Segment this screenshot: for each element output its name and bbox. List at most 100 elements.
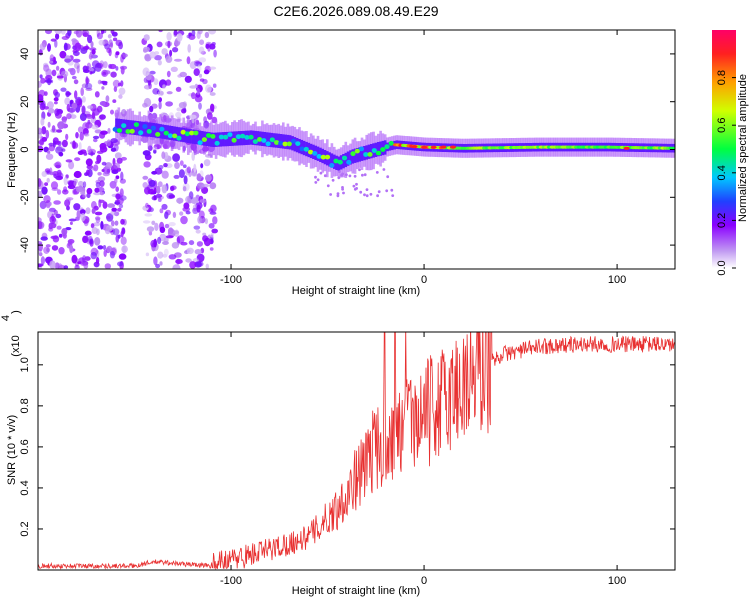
noise-speck (71, 102, 78, 109)
noise-speck (111, 169, 119, 174)
noise-speck (57, 263, 63, 269)
noise-speck (47, 121, 51, 128)
noise-speck (115, 234, 120, 243)
noise-speck (110, 71, 117, 78)
noise-speck (106, 215, 111, 220)
noise-speck (170, 66, 178, 73)
snr-scale-factor: (x10 4 ) (0, 310, 22, 357)
noise-speck (50, 181, 59, 190)
noise-speck (345, 173, 348, 177)
noise-speck (118, 87, 126, 95)
noise-speck (41, 100, 46, 109)
noise-speck (172, 153, 181, 162)
noise-speck (166, 91, 173, 95)
noise-speck (336, 192, 340, 196)
snr-y-ticks: 0.2 0.4 0.6 0.8 1.0 (19, 357, 675, 537)
signal-band (143, 121, 146, 137)
noise-speck (58, 247, 65, 255)
noise-speck (61, 148, 66, 152)
noise-speck (110, 147, 117, 152)
noise-speck (185, 258, 192, 263)
noise-speck (56, 169, 62, 178)
noise-speck (173, 30, 178, 36)
noise-speck (39, 43, 46, 51)
noise-speck (391, 194, 395, 198)
noise-speck (80, 190, 86, 196)
noise-speck (54, 39, 58, 48)
noise-speck (183, 202, 190, 210)
noise-speck (94, 129, 102, 134)
noise-speck (39, 200, 47, 210)
noise-speck (151, 220, 156, 225)
noise-speck (65, 227, 72, 231)
noise-speck (54, 108, 60, 116)
noise-speck (40, 77, 46, 84)
noise-speck (196, 182, 205, 190)
noise-speck (71, 38, 77, 43)
noise-speck (93, 138, 98, 143)
noise-speck (107, 127, 111, 134)
noise-speck (161, 48, 168, 55)
noise-speck (173, 174, 180, 179)
noise-speck (55, 175, 63, 181)
signal-band (161, 124, 165, 139)
noise-speck (91, 49, 96, 55)
noise-speck (160, 91, 164, 96)
snr-scale-exponent: 4 (0, 315, 12, 321)
noise-speck (120, 236, 127, 245)
noise-speck (101, 86, 105, 90)
noise-speck (110, 138, 118, 144)
colorbar-tick-label: 0.8 (716, 70, 728, 85)
noise-speck (159, 208, 164, 214)
noise-speck (196, 31, 201, 40)
noise-speck (353, 174, 357, 178)
noise-speck (98, 199, 105, 203)
noise-speck (38, 130, 42, 139)
noise-speck (43, 146, 49, 153)
noise-speck (94, 62, 102, 72)
noise-speck (98, 39, 105, 46)
noise-speck (97, 245, 104, 250)
noise-speck (189, 261, 197, 269)
noise-speck (47, 78, 52, 86)
signal-band (293, 137, 297, 152)
signal-core (167, 133, 173, 139)
noise-speck (100, 220, 104, 230)
noise-speck (75, 205, 81, 210)
signal-band (136, 121, 139, 136)
noise-speck (101, 161, 107, 166)
noise-speck (148, 231, 153, 236)
signal-core (210, 134, 216, 139)
signal-band (330, 153, 334, 168)
noise-speck (92, 135, 100, 140)
signal-band (316, 146, 320, 161)
noise-speck (193, 225, 201, 230)
noise-speck (157, 181, 163, 188)
noise-speck (209, 92, 216, 96)
signal-core (155, 132, 161, 137)
spectrogram-x-ticks: -100 0 100 (220, 30, 626, 286)
noise-speck (142, 182, 148, 189)
noise-speck (153, 238, 157, 248)
noise-speck (104, 227, 111, 235)
noise-speck (153, 149, 157, 154)
signal-core (142, 124, 148, 129)
noise-speck (164, 211, 169, 219)
noise-speck (114, 220, 119, 226)
signal-band (198, 130, 202, 145)
noise-speck (99, 146, 108, 153)
signal-core (346, 159, 352, 165)
noise-speck (65, 92, 72, 96)
signal-band (115, 118, 118, 133)
signal-peak (421, 145, 428, 149)
noise-speck (38, 145, 44, 153)
noise-speck (102, 172, 110, 177)
noise-speck (73, 180, 77, 186)
signal-core (125, 129, 131, 134)
noise-speck (74, 264, 80, 269)
noise-speck (78, 142, 82, 151)
noise-speck (82, 235, 89, 244)
noise-speck (338, 170, 341, 174)
noise-speck (122, 245, 126, 255)
signal-band (282, 134, 285, 149)
